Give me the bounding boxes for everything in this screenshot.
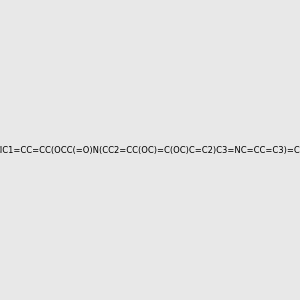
Text: ClC1=CC=CC(OCC(=O)N(CC2=CC(OC)=C(OC)C=C2)C3=NC=CC=C3)=C1: ClC1=CC=CC(OCC(=O)N(CC2=CC(OC)=C(OC)C=C2…	[0, 146, 300, 154]
